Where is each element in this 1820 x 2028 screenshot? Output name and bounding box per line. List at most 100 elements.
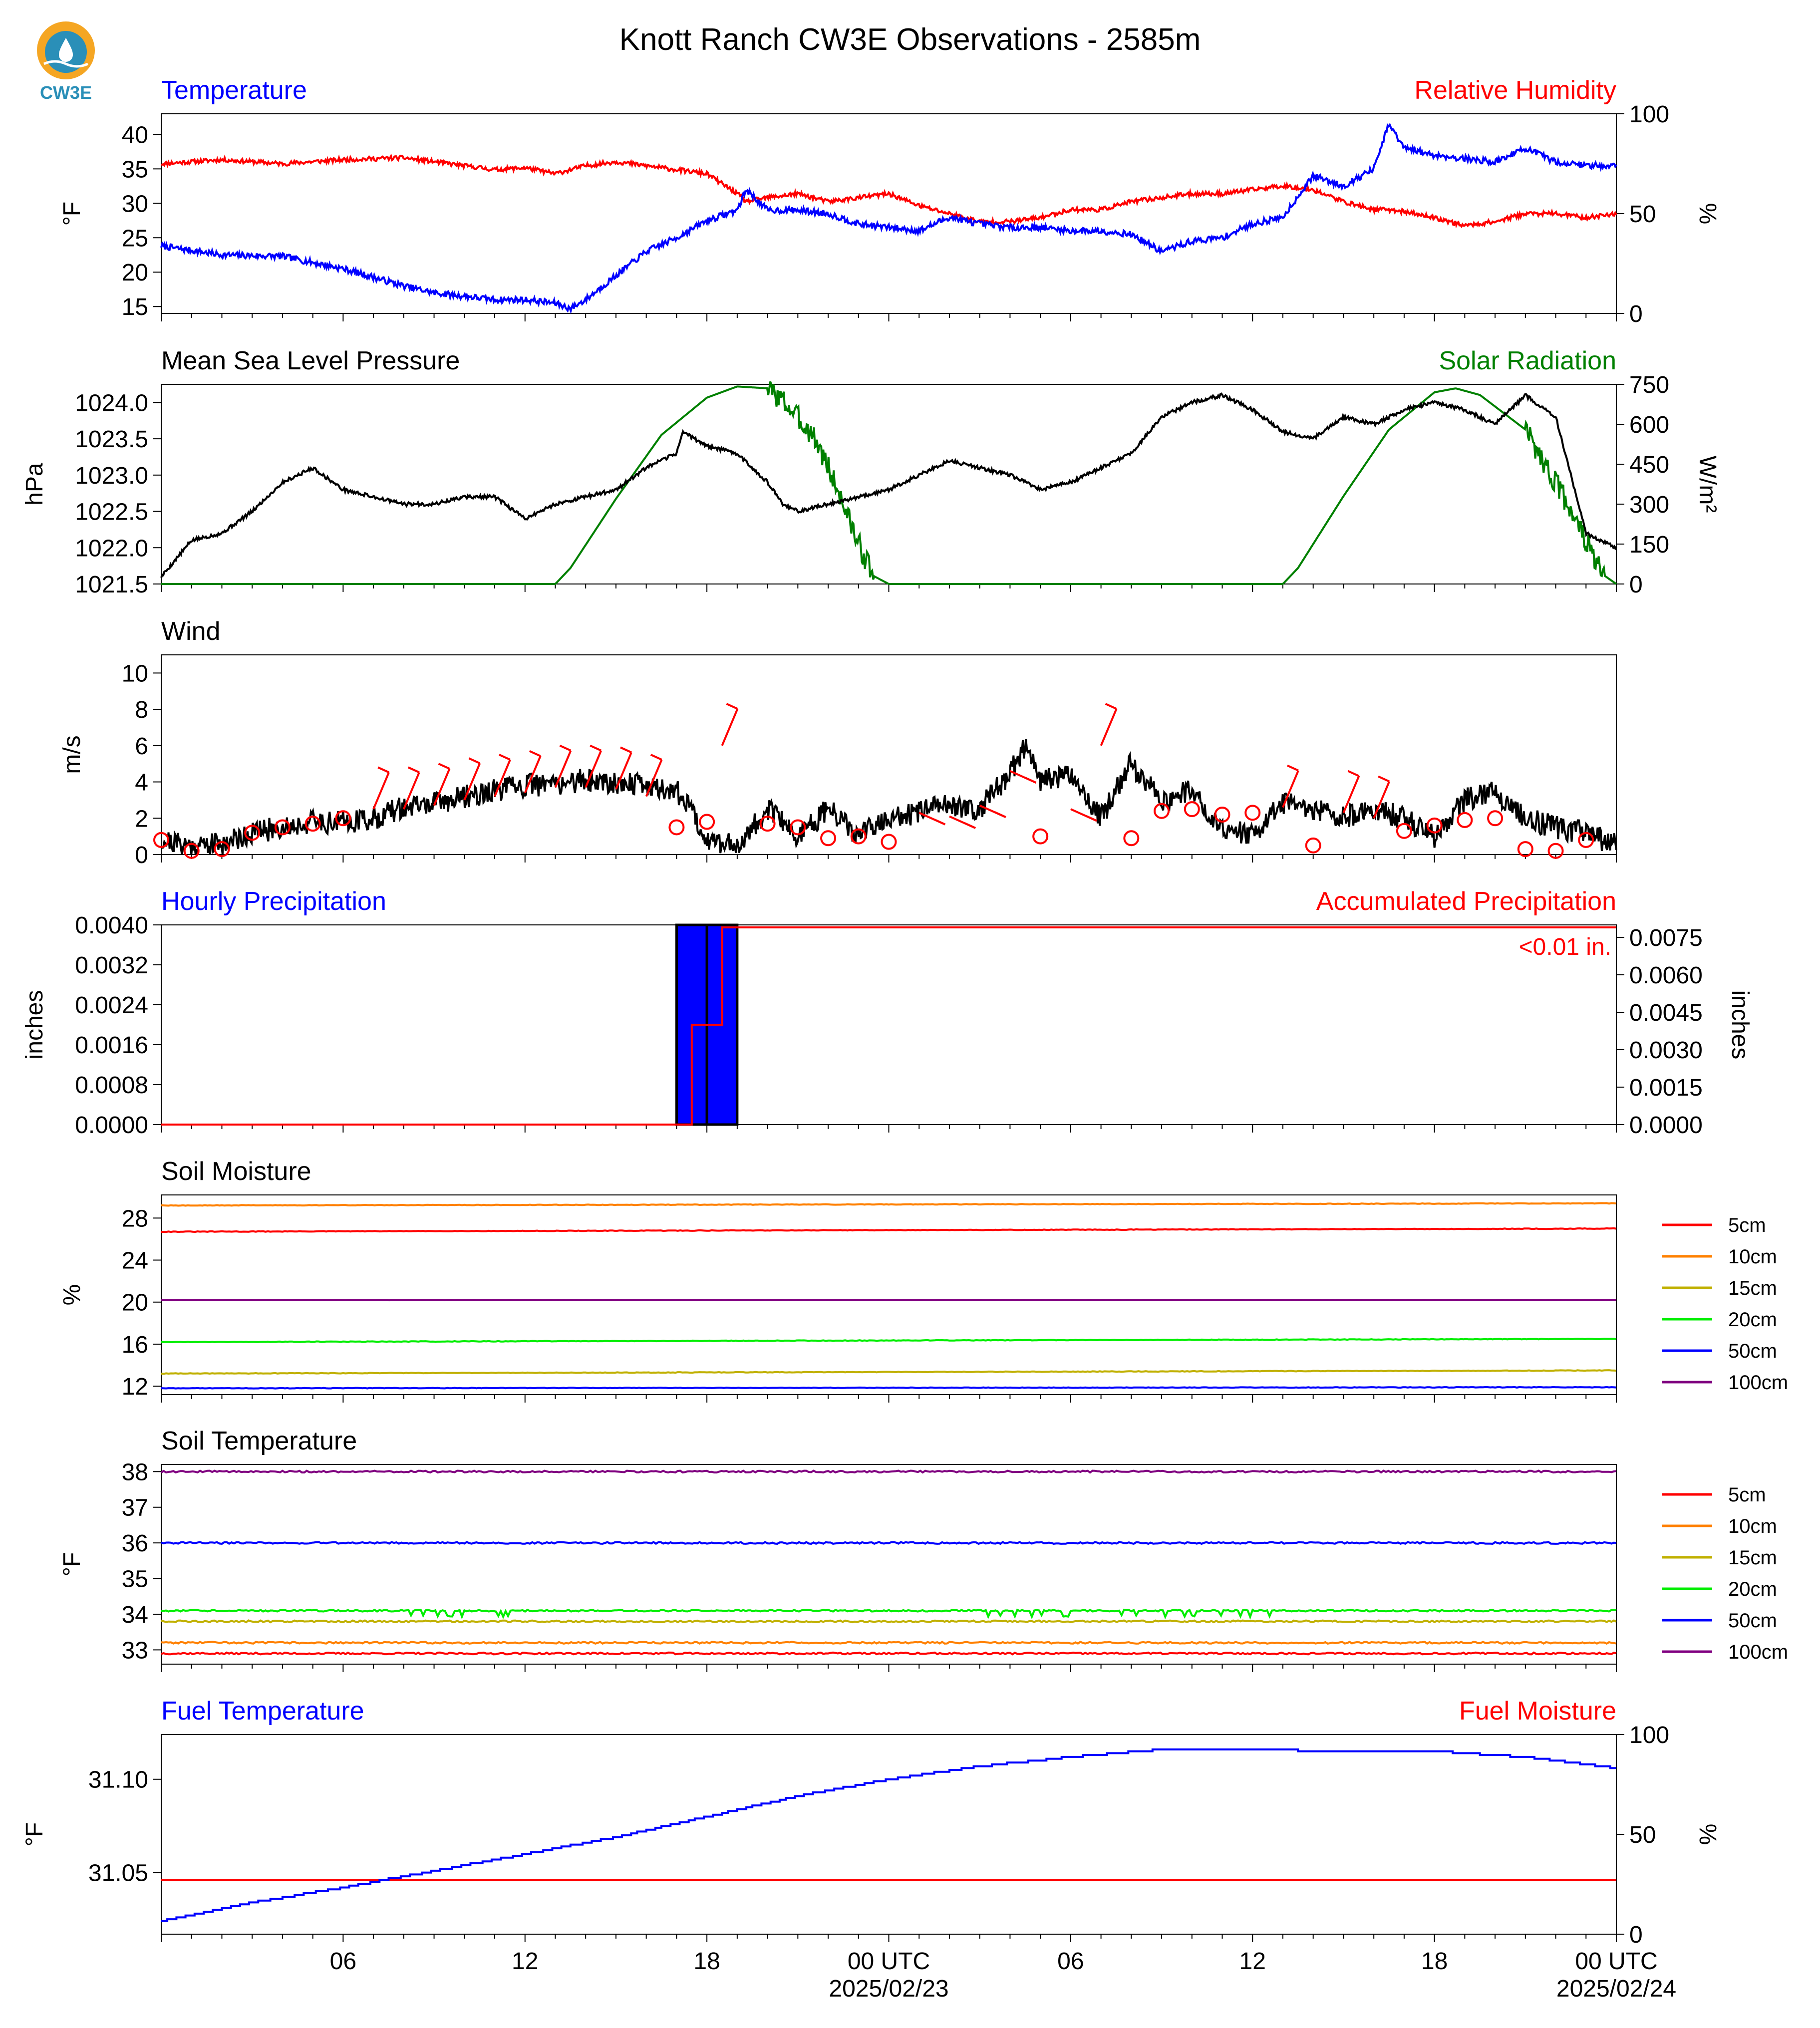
panel-title-left: Mean Sea Level Pressure bbox=[161, 346, 460, 375]
wind-barb-flag bbox=[964, 822, 976, 829]
soil-series-5cm bbox=[161, 1227, 1617, 1233]
soil-series-15cm bbox=[161, 1369, 1617, 1375]
wind-barb-flag bbox=[1085, 815, 1097, 822]
wind-barb bbox=[918, 812, 946, 826]
wind-barb-shaft bbox=[1373, 781, 1390, 819]
panel-border bbox=[161, 113, 1617, 314]
wind-barb-calm bbox=[1457, 812, 1473, 828]
y-tick-label-right: 150 bbox=[1629, 532, 1669, 558]
y-tick-label: 0.0000 bbox=[75, 1112, 148, 1139]
y-axis-label-right: % bbox=[1694, 203, 1721, 225]
y-tick-label: 30 bbox=[122, 191, 148, 217]
wind-barb-calm bbox=[335, 810, 351, 827]
y-tick-label-right: 0.0000 bbox=[1629, 1112, 1703, 1139]
wind-barb-shaft bbox=[1282, 770, 1299, 808]
panel-border bbox=[161, 384, 1617, 584]
wind-barb bbox=[949, 815, 976, 829]
panel-title-right: Relative Humidity bbox=[1414, 76, 1616, 105]
wind-barb bbox=[721, 703, 739, 746]
wind-barb-calm bbox=[304, 816, 321, 832]
legend-label: 15cm bbox=[1728, 1277, 1777, 1299]
y-tick-label-right: 450 bbox=[1629, 452, 1669, 478]
legend-label: 15cm bbox=[1728, 1547, 1777, 1569]
legend-label: 10cm bbox=[1728, 1515, 1777, 1537]
y-tick-label: 6 bbox=[135, 733, 148, 760]
panel-title-left: Fuel Temperature bbox=[161, 1697, 364, 1726]
y-tick-label: 1024.0 bbox=[75, 390, 148, 416]
panel-title-right: Accumulated Precipitation bbox=[1316, 887, 1616, 916]
y-axis-label: °F bbox=[59, 202, 85, 226]
y-tick-label: 37 bbox=[122, 1495, 148, 1521]
wind-barb-shaft bbox=[1342, 775, 1360, 814]
y-tick-label-right: 0.0075 bbox=[1629, 925, 1703, 951]
wind-barb-calm bbox=[1032, 828, 1049, 845]
wind-barb-shaft bbox=[494, 759, 511, 797]
wind-barb bbox=[615, 746, 632, 790]
wind-barb-calm bbox=[1487, 810, 1504, 827]
legend-label: 20cm bbox=[1728, 1309, 1777, 1331]
soil-legend: 5cm 10cm 15cm 20cm 50cm 100cm bbox=[1662, 1214, 1788, 1394]
y-tick-label: 38 bbox=[122, 1459, 148, 1485]
wind-barb-flag bbox=[1105, 703, 1117, 710]
panel-1-frame bbox=[161, 384, 1617, 592]
wind-barb-calm bbox=[1184, 801, 1200, 818]
y-tick-label-right: 0.0015 bbox=[1629, 1075, 1703, 1101]
wind-barb bbox=[1373, 775, 1390, 819]
y-tick-label-right: 100 bbox=[1629, 101, 1669, 128]
figure-title: Knott Ranch CW3E Observations - 2585m bbox=[619, 22, 1201, 57]
y-tick-label: 31.05 bbox=[88, 1860, 148, 1887]
wind-barb bbox=[402, 766, 420, 810]
solar-radiation-line bbox=[161, 381, 1617, 585]
legend-label: 20cm bbox=[1728, 1578, 1777, 1600]
wind-barb-calm bbox=[668, 819, 685, 836]
y-axis-label: m/s bbox=[59, 735, 85, 774]
y-tick-label: 20 bbox=[122, 260, 148, 286]
temperature-series-line bbox=[160, 122, 1617, 314]
y-tick-label: 15 bbox=[122, 294, 148, 320]
wind-barb-calm bbox=[820, 830, 837, 847]
y-axis-label-right: W/m² bbox=[1694, 456, 1721, 513]
wind-barb bbox=[979, 804, 1006, 818]
x-tick-label: 12 bbox=[512, 1948, 538, 1975]
y-axis-label-right: inches bbox=[1727, 990, 1753, 1060]
wind-barb-calm bbox=[1517, 841, 1533, 858]
y-tick-label-right: 0.0030 bbox=[1629, 1037, 1703, 1064]
panel-5-frame bbox=[161, 1464, 1617, 1672]
wind-barb-calm bbox=[1244, 805, 1261, 821]
y-axis-label: °F bbox=[59, 1552, 85, 1577]
y-tick-label-right: 0 bbox=[1629, 301, 1643, 327]
soil-series-20cm bbox=[161, 1608, 1617, 1620]
panel-title-left: Soil Temperature bbox=[161, 1427, 357, 1455]
panel-title-left: Temperature bbox=[161, 76, 307, 105]
x-tick-label: 06 bbox=[330, 1948, 356, 1975]
cw3e-logo: CW3E bbox=[37, 21, 95, 103]
panel-title-right: Fuel Moisture bbox=[1459, 1697, 1616, 1726]
y-tick-label: 33 bbox=[122, 1637, 148, 1664]
legend-label: 5cm bbox=[1728, 1214, 1766, 1236]
y-tick-label: 35 bbox=[122, 1566, 148, 1593]
soil-series-10cm bbox=[161, 1202, 1617, 1207]
y-tick-label: 28 bbox=[122, 1205, 148, 1232]
y-tick-label: 20 bbox=[122, 1290, 148, 1316]
rh-series-line bbox=[161, 153, 1617, 229]
soil-series-50cm bbox=[161, 1541, 1617, 1545]
y-tick-label: 2 bbox=[135, 806, 148, 832]
wind-barb-shaft bbox=[615, 752, 632, 790]
legend-label: 50cm bbox=[1728, 1610, 1777, 1632]
wind-barb-flag bbox=[1347, 770, 1360, 777]
panel-0-frame bbox=[161, 113, 1617, 321]
legend-label: 50cm bbox=[1728, 1340, 1777, 1362]
y-axis-label: hPa bbox=[21, 463, 48, 506]
y-tick-label: 25 bbox=[122, 225, 148, 252]
wind-barb-calm bbox=[1123, 830, 1140, 847]
panel-2-frame bbox=[161, 654, 1617, 863]
wind-barb bbox=[1282, 764, 1299, 808]
accumulated-precip-line bbox=[161, 926, 1616, 1126]
y-tick-label: 0.0008 bbox=[75, 1072, 148, 1099]
soil-series-5cm bbox=[161, 1651, 1617, 1656]
soil-series-15cm bbox=[161, 1619, 1617, 1624]
y-axis-label: % bbox=[59, 1284, 85, 1306]
precip-total-annotation: <0.01 in. bbox=[1519, 934, 1611, 960]
wind-barb-shaft bbox=[433, 768, 451, 806]
